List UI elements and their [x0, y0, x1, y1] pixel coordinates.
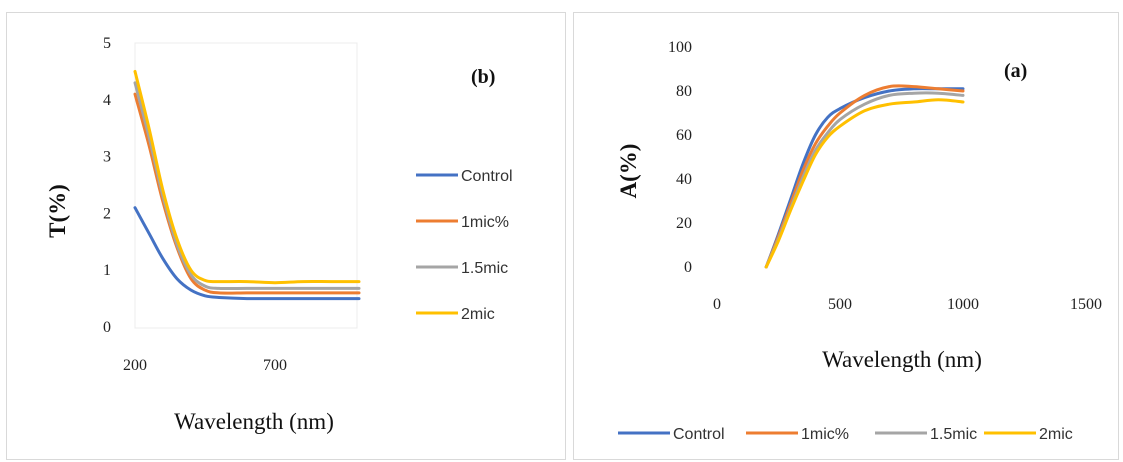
chart-panel-b: 0 1 2 3 4 5 200 700 (b) T(%) Wavelength (nm) C… — [6, 12, 566, 460]
y-axis-title-a: A(%) — [616, 144, 641, 199]
series-line-mic2 — [133, 69, 361, 285]
legend-label-mic1: 1mic% — [801, 426, 849, 443]
y-tick-label: 4 — [103, 92, 111, 109]
panel-tag-b: (b) — [471, 66, 495, 88]
panel-tag-a: (a) — [1004, 60, 1027, 82]
legend-a: Control 1mic% 1.5mic 2mic — [618, 426, 1073, 443]
y-ticks-b: 0 1 2 3 4 5 — [103, 35, 111, 336]
y-tick-label: 5 — [103, 35, 111, 52]
chart-a-svg: 0 20 40 60 80 100 0 500 1000 1500 (a) A(%) Wavel… — [616, 39, 1102, 443]
legend-b: Control 1mic% 1.5mic 2mic — [416, 168, 513, 323]
series-line-control — [133, 206, 361, 301]
x-ticks-a: 0 500 1000 1500 — [713, 296, 1102, 313]
x-tick-label: 500 — [828, 296, 852, 313]
y-tick-label: 3 — [103, 149, 111, 166]
series-lines-a — [764, 84, 965, 269]
legend-label-mic2: 2mic — [1039, 426, 1073, 443]
x-axis-title-a: Wavelength (nm) — [822, 347, 982, 372]
legend-label-control: Control — [461, 168, 513, 185]
y-tick-label: 60 — [676, 127, 692, 144]
x-ticks-b: 200 700 — [123, 357, 287, 374]
chart-panel-a: 0 20 40 60 80 100 0 500 1000 1500 (a) A(%) Wavel… — [573, 12, 1119, 460]
y-tick-label: 2 — [103, 205, 111, 222]
y-tick-label: 20 — [676, 215, 692, 232]
series-line-control — [764, 87, 965, 269]
y-tick-label: 0 — [684, 259, 692, 276]
x-tick-label: 1000 — [947, 296, 979, 313]
x-tick-label: 1500 — [1070, 296, 1102, 313]
y-tick-label: 100 — [668, 39, 692, 56]
series-line-mic2 — [764, 98, 965, 269]
legend-label-mic15: 1.5mic — [930, 426, 977, 443]
series-line-mic1 — [764, 84, 965, 269]
x-axis-title-b: Wavelength (nm) — [174, 409, 334, 434]
y-tick-label: 80 — [676, 83, 692, 100]
y-tick-label: 0 — [103, 319, 111, 336]
legend-label-mic1: 1mic% — [461, 214, 509, 231]
y-tick-label: 1 — [103, 262, 111, 279]
y-tick-label: 40 — [676, 171, 692, 188]
y-axis-title-b: T(%) — [45, 184, 70, 238]
legend-label-mic15: 1.5mic — [461, 260, 508, 277]
series-lines-b — [133, 69, 361, 301]
legend-label-control: Control — [673, 426, 725, 443]
y-ticks-a: 0 20 40 60 80 100 — [668, 39, 692, 276]
legend-label-mic2: 2mic — [461, 306, 495, 323]
x-tick-label: 200 — [123, 357, 147, 374]
chart-b-svg: 0 1 2 3 4 5 200 700 (b) T(%) Wavelength (nm) C… — [45, 35, 513, 434]
x-tick-label: 700 — [263, 357, 287, 374]
plot-area-b — [134, 42, 358, 329]
x-tick-label: 0 — [713, 296, 721, 313]
